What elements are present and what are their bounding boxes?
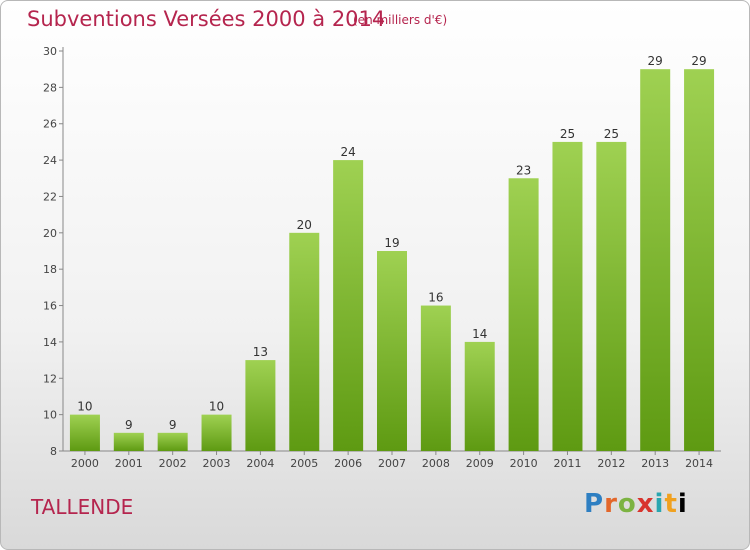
bar xyxy=(684,69,715,451)
bar xyxy=(69,414,100,451)
y-tick-label: 22 xyxy=(43,190,57,203)
bar xyxy=(596,141,627,451)
bar-value-label: 29 xyxy=(648,54,663,68)
x-tick-label: 2006 xyxy=(334,457,362,470)
bar-value-label: 9 xyxy=(125,418,133,432)
unit-note: (en milliers d'€) xyxy=(353,13,448,27)
bar-value-label: 24 xyxy=(340,145,355,159)
chart-title: Subventions Versées 2000 à 2014 xyxy=(27,7,386,31)
bar-value-label: 25 xyxy=(560,127,575,141)
bar-value-label: 9 xyxy=(169,418,177,432)
bar xyxy=(464,341,495,451)
bar-value-label: 20 xyxy=(297,218,312,232)
y-tick-label: 28 xyxy=(43,81,57,94)
y-tick-label: 12 xyxy=(43,372,57,385)
bar xyxy=(245,360,276,451)
bar-value-label: 29 xyxy=(691,54,706,68)
bar xyxy=(289,232,320,451)
x-tick-label: 2000 xyxy=(71,457,99,470)
proxiti-logo: Proxiti xyxy=(584,489,688,519)
bar-value-label: 10 xyxy=(209,400,224,414)
x-tick-label: 2003 xyxy=(203,457,231,470)
x-tick-label: 2008 xyxy=(422,457,450,470)
x-tick-label: 2005 xyxy=(290,457,318,470)
y-tick-label: 14 xyxy=(43,336,57,349)
bar-value-label: 16 xyxy=(428,291,443,305)
bar-value-label: 23 xyxy=(516,163,531,177)
bar xyxy=(113,432,144,451)
bar xyxy=(508,178,539,452)
x-tick-label: 2013 xyxy=(641,457,669,470)
bar xyxy=(157,432,188,451)
bar xyxy=(420,305,451,451)
x-tick-label: 2014 xyxy=(685,457,713,470)
y-tick-label: 16 xyxy=(43,300,57,313)
location-label: TALLENDE xyxy=(31,495,134,519)
bar-value-label: 25 xyxy=(604,127,619,141)
x-tick-label: 2004 xyxy=(246,457,274,470)
x-tick-label: 2007 xyxy=(378,457,406,470)
x-tick-label: 2011 xyxy=(553,457,581,470)
y-tick-label: 10 xyxy=(43,409,57,422)
bar xyxy=(640,69,671,451)
bar xyxy=(552,141,583,451)
bar xyxy=(333,160,364,451)
bar-value-label: 10 xyxy=(77,400,92,414)
bar-value-label: 14 xyxy=(472,327,487,341)
x-tick-label: 2002 xyxy=(159,457,187,470)
bar xyxy=(377,251,407,451)
x-tick-label: 2010 xyxy=(510,457,538,470)
y-tick-label: 18 xyxy=(43,263,57,276)
bar-value-label: 19 xyxy=(384,236,399,250)
y-tick-label: 8 xyxy=(50,445,57,458)
bar-value-label: 13 xyxy=(253,345,268,359)
y-tick-label: 30 xyxy=(43,45,57,58)
y-tick-label: 20 xyxy=(43,227,57,240)
bar xyxy=(201,414,232,451)
x-tick-label: 2009 xyxy=(466,457,494,470)
y-tick-label: 26 xyxy=(43,118,57,131)
y-tick-label: 24 xyxy=(43,154,57,167)
x-tick-label: 2001 xyxy=(115,457,143,470)
x-tick-label: 2012 xyxy=(597,457,625,470)
